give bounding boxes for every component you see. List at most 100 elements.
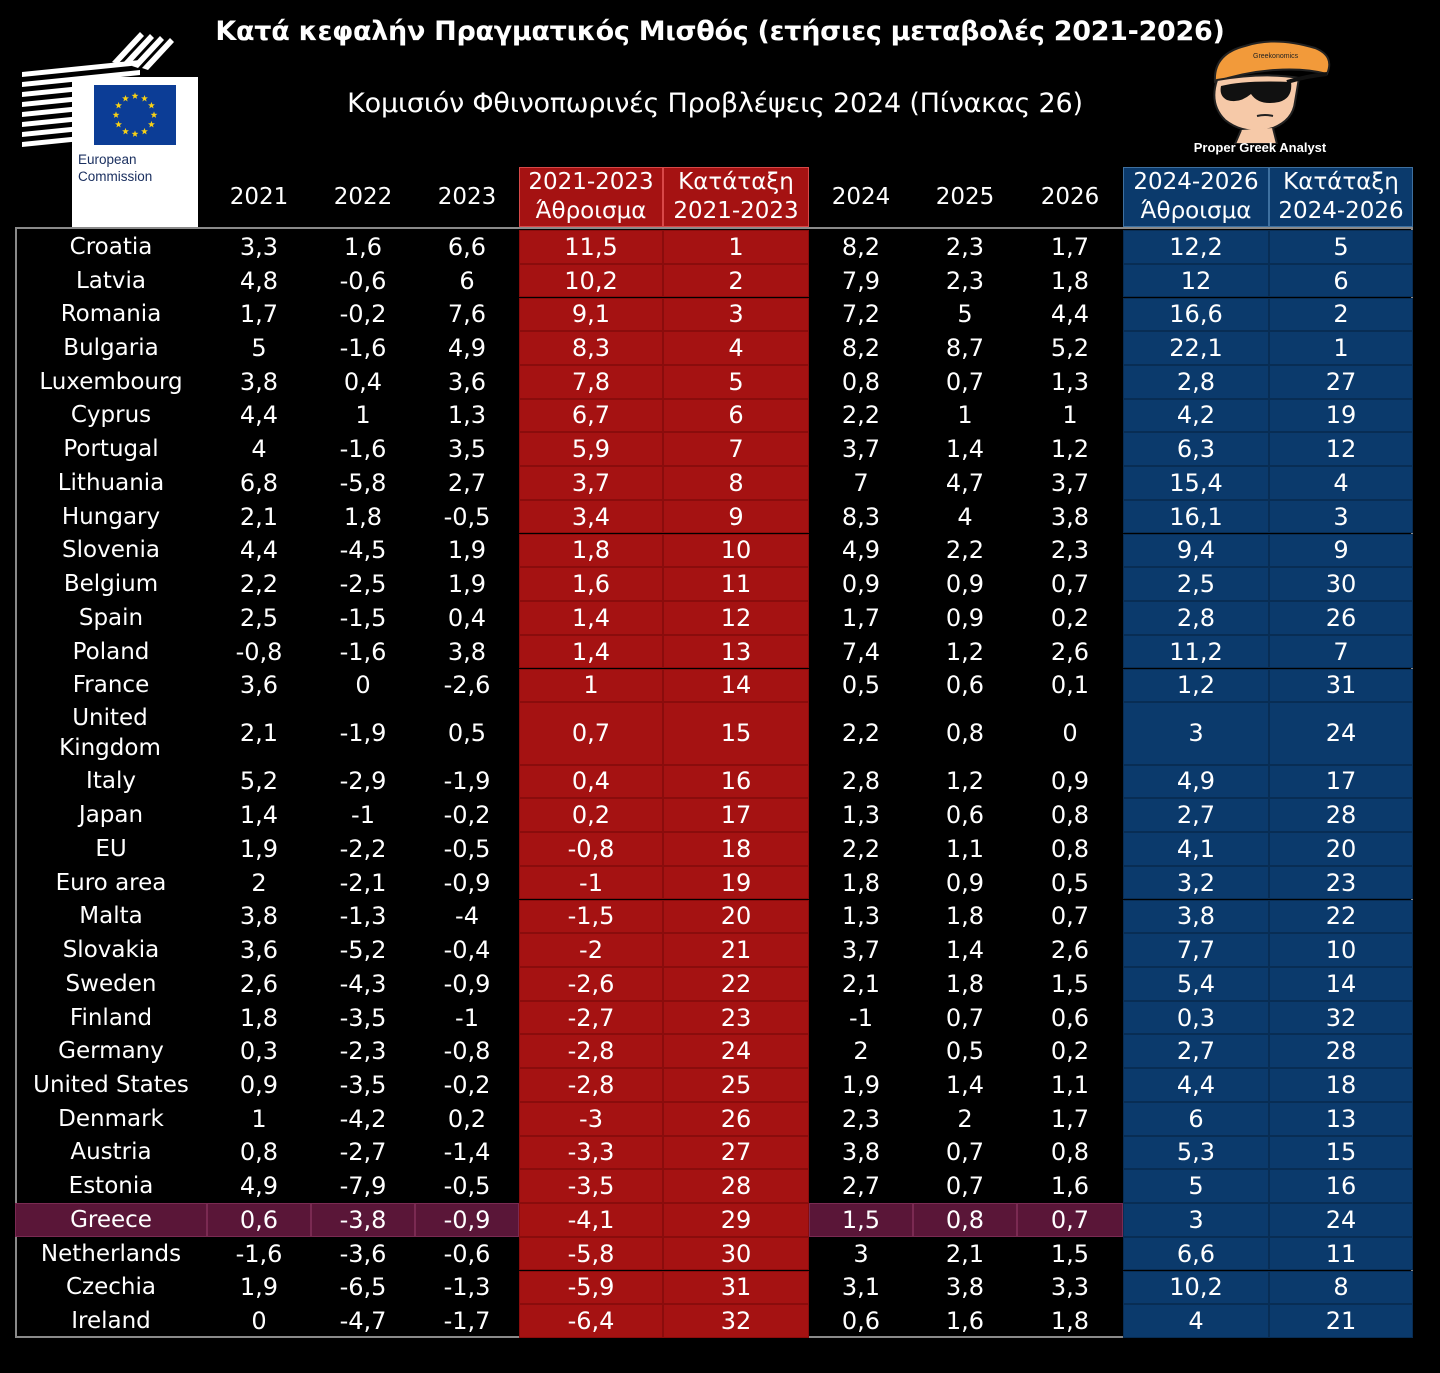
- eu-flag-icon: [94, 85, 176, 145]
- column-header-line2: Άθροισμα: [1140, 198, 1252, 224]
- column-header: 2023: [415, 167, 519, 227]
- row-label: Denmark: [58, 1105, 164, 1132]
- table-cell: 2,6: [1050, 637, 1090, 666]
- table-cell: 3,6: [239, 671, 279, 700]
- table-cell: 1,5: [809, 1203, 913, 1237]
- table-cell: 1,6: [1050, 1172, 1090, 1201]
- table-cell: 3,8: [1123, 899, 1269, 934]
- table-cell: 1,6: [343, 232, 383, 261]
- table-cell: 6: [1123, 1101, 1269, 1136]
- column-header: Κατάταξη 2024-2026: [1269, 167, 1413, 227]
- table-cell: -3,5: [339, 1071, 387, 1100]
- table-cell: -2: [519, 933, 663, 967]
- table-cell: 0,6: [945, 671, 985, 700]
- table-cell: -5,8: [339, 468, 387, 497]
- table-cell: 3,7: [841, 435, 881, 464]
- table-cell: 4: [251, 435, 267, 464]
- table-cell: 9,1: [519, 297, 663, 332]
- table-cell: 2,7: [447, 468, 487, 497]
- table-cell: -4,5: [339, 536, 387, 565]
- table-cell: 0,8: [945, 719, 985, 748]
- table-cell: -1,9: [339, 719, 387, 748]
- table-cell: -2,2: [339, 834, 387, 863]
- table-cell: 1: [355, 401, 371, 430]
- table-cell: -1,6: [339, 435, 387, 464]
- table-cell: 26: [1269, 601, 1413, 635]
- eu-star-icon: [131, 130, 139, 137]
- ec-logo-line2: Commission: [78, 169, 153, 184]
- column-header-line1: Κατάταξη: [678, 169, 794, 195]
- table-cell: 6,3: [1123, 432, 1269, 467]
- row-label: Lithuania: [57, 469, 165, 496]
- table-cell: 23: [1269, 865, 1413, 900]
- row-label: Croatia: [69, 233, 153, 260]
- table-cell: 27: [663, 1135, 809, 1170]
- table-cell: 3,5: [447, 435, 487, 464]
- table-cell: 1,2: [1123, 668, 1269, 703]
- table-cell: 0,9: [1050, 767, 1090, 796]
- table-cell: 2,1: [841, 969, 881, 998]
- table-cell: 3,8: [945, 1273, 985, 1302]
- table-cell: 0,9: [841, 570, 881, 599]
- table-cell: 0,4: [343, 367, 383, 396]
- table-cell: -0,8: [519, 832, 663, 866]
- table-cell: 2,3: [945, 266, 985, 295]
- table-cell: 7: [1269, 634, 1413, 669]
- table-cell: 2,6: [1050, 936, 1090, 965]
- table-cell: 8,2: [841, 334, 881, 363]
- table-cell: 11: [663, 567, 809, 601]
- table-cell: 10,2: [519, 263, 663, 298]
- table-cell: -0,4: [443, 936, 491, 965]
- table-cell: 3,4: [519, 499, 663, 534]
- table-cell: -1,3: [339, 902, 387, 931]
- table-cell: 2,5: [1123, 567, 1269, 601]
- table-cell: -3: [519, 1101, 663, 1136]
- table-cell: 1: [1062, 401, 1078, 430]
- table-cell: 25: [663, 1068, 809, 1102]
- chart-subtitle: Κομισιόν Φθινοπωρινές Προβλέψεις 2024 (Π…: [347, 88, 1083, 119]
- table-cell: 7,4: [841, 637, 881, 666]
- table-cell: -0,5: [443, 834, 491, 863]
- table-cell: 1,3: [841, 902, 881, 931]
- table-cell: -5,2: [339, 936, 387, 965]
- table-cell: 15: [663, 702, 809, 765]
- table-cell: 2,1: [239, 502, 279, 531]
- table-cell: 1: [251, 1104, 267, 1133]
- table-cell: 3,7: [1050, 468, 1090, 497]
- table-cell: 2,8: [841, 767, 881, 796]
- eu-star-icon: [148, 101, 155, 109]
- table-cell: -4,2: [339, 1104, 387, 1133]
- table-cell: 2: [251, 868, 267, 897]
- table-cell: 20: [663, 899, 809, 934]
- column-header-line1: 2021: [229, 183, 289, 210]
- table-cell: 0,4: [447, 603, 487, 632]
- table-cell: -6,4: [519, 1304, 663, 1338]
- table-cell: 2,8: [1123, 364, 1269, 399]
- table-cell: 28: [663, 1169, 809, 1204]
- table-cell: 24: [663, 1034, 809, 1069]
- table-cell: -1: [455, 1003, 479, 1032]
- table-cell: -0,6: [443, 1239, 491, 1268]
- table-cell: 0: [355, 671, 371, 700]
- table-cell: -2,3: [339, 1037, 387, 1066]
- table-cell: 1,8: [945, 969, 985, 998]
- table-cell: 23: [663, 1000, 809, 1035]
- table-cell: 2,2: [945, 536, 985, 565]
- table-cell: 1,2: [945, 767, 985, 796]
- table-cell: 4: [1269, 466, 1413, 500]
- table-cell: 5,3: [1123, 1135, 1269, 1170]
- table-cell: 1,3: [1050, 367, 1090, 396]
- column-header: 2025: [913, 167, 1017, 227]
- table-cell: 11,5: [519, 230, 663, 264]
- table-cell: -0,8: [443, 1037, 491, 1066]
- table-cell: 5: [663, 364, 809, 399]
- table-cell: 0,3: [1123, 1000, 1269, 1035]
- row-label: Euro area: [55, 869, 167, 896]
- row-label: Latvia: [75, 267, 147, 294]
- table-cell: 3,8: [239, 902, 279, 931]
- table-cell: -0,9: [415, 1203, 519, 1237]
- eu-star-icon: [141, 127, 148, 135]
- table-cell: 4,4: [239, 401, 279, 430]
- table-cell: 2,3: [1050, 536, 1090, 565]
- table-cell: 15: [1269, 1135, 1413, 1170]
